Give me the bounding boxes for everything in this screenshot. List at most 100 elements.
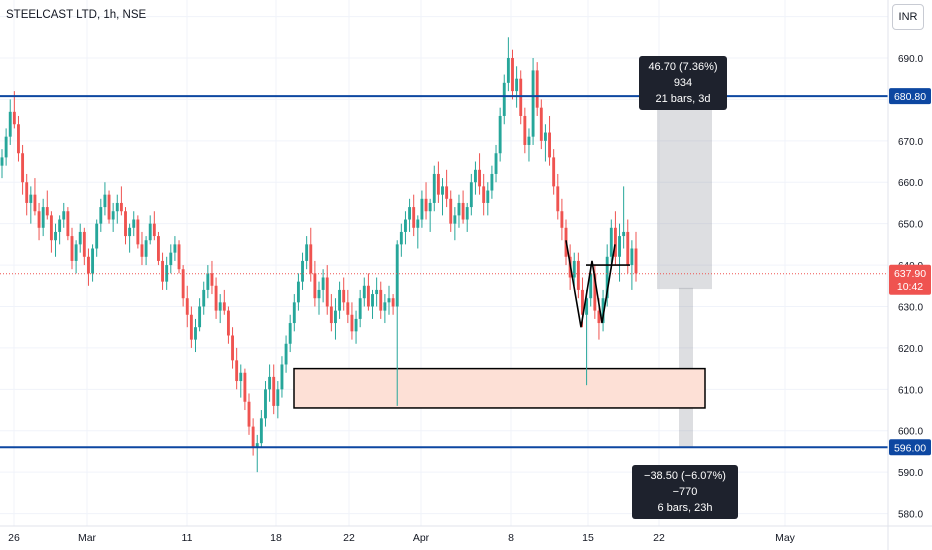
measure-up-tooltip: 46.70 (7.36%) 934 21 bars, 3d bbox=[639, 56, 727, 110]
candle-body bbox=[210, 273, 214, 286]
candle-body bbox=[585, 298, 589, 315]
candle-body bbox=[33, 194, 37, 212]
candle-body bbox=[408, 207, 412, 220]
candle-body bbox=[91, 248, 95, 274]
w-pattern-drawing[interactable] bbox=[565, 240, 630, 328]
candle-body bbox=[342, 289, 346, 303]
x-tick-label: 26 bbox=[8, 532, 20, 544]
candle-body bbox=[556, 186, 560, 212]
x-tick-label: 18 bbox=[270, 532, 282, 544]
candle-body bbox=[519, 78, 523, 116]
candle-body bbox=[107, 194, 111, 220]
candle-body bbox=[58, 219, 62, 232]
candle-body bbox=[181, 269, 185, 299]
currency-button[interactable]: INR bbox=[892, 4, 924, 30]
candle-body bbox=[95, 223, 99, 249]
candle-body bbox=[511, 57, 514, 92]
candle-body bbox=[296, 281, 300, 303]
candle-body bbox=[103, 194, 107, 208]
candle-body bbox=[593, 273, 597, 311]
y-tick-label: 610.0 bbox=[898, 385, 923, 396]
candle-body bbox=[148, 223, 152, 241]
candle-body bbox=[482, 186, 486, 203]
candle-body bbox=[395, 244, 399, 307]
candle-body bbox=[543, 132, 547, 141]
candle-body bbox=[329, 306, 333, 324]
candle-body bbox=[49, 215, 53, 241]
measure-down-box[interactable] bbox=[679, 287, 693, 448]
candle-body bbox=[0, 157, 4, 166]
candle-body bbox=[226, 310, 230, 336]
candle-body bbox=[474, 169, 477, 183]
candle-body bbox=[255, 443, 259, 448]
candle-body bbox=[37, 211, 41, 228]
candle-body bbox=[4, 136, 8, 158]
candle-body bbox=[280, 364, 284, 390]
demand-zone-rectangle[interactable] bbox=[293, 367, 706, 409]
candle-body bbox=[613, 227, 617, 257]
candle-body bbox=[189, 314, 193, 340]
measure-down-tooltip: −38.50 (−6.07%) −770 6 bars, 23h bbox=[632, 465, 738, 519]
candle-body bbox=[325, 277, 329, 307]
candle-body bbox=[198, 306, 202, 328]
candle-body bbox=[539, 107, 543, 141]
candle-body bbox=[626, 231, 630, 266]
candle-body bbox=[449, 198, 453, 224]
candle-body bbox=[581, 289, 584, 315]
candle-body bbox=[239, 372, 243, 382]
y-tick-label: 600.0 bbox=[898, 427, 923, 438]
measure-down-line2: 6 bars, 23h bbox=[657, 502, 713, 514]
measure-up-box[interactable] bbox=[657, 96, 712, 290]
candle-body bbox=[622, 231, 626, 237]
candle-body bbox=[259, 418, 263, 444]
candle-body bbox=[416, 219, 420, 228]
candle-body bbox=[523, 115, 527, 145]
candle-body bbox=[78, 231, 82, 245]
candle-body bbox=[498, 115, 502, 154]
candle-body bbox=[428, 202, 432, 212]
candle-body bbox=[206, 273, 210, 290]
candle-body bbox=[8, 111, 12, 137]
candle-body bbox=[387, 298, 391, 303]
candle-body bbox=[412, 207, 416, 228]
candle-body bbox=[264, 389, 267, 419]
candle-body bbox=[140, 244, 144, 257]
candle-body bbox=[82, 231, 86, 257]
level-lines bbox=[0, 95, 888, 449]
w-pattern-line bbox=[565, 240, 616, 328]
candle-body bbox=[399, 231, 403, 245]
candle-body bbox=[453, 215, 457, 224]
candle-body bbox=[506, 57, 510, 83]
candle-body bbox=[177, 244, 181, 270]
candle-body bbox=[350, 314, 354, 332]
candle-body bbox=[404, 219, 407, 232]
candle-body bbox=[202, 289, 206, 307]
measure-down-line1: −38.50 (−6.07%) −770 bbox=[644, 470, 726, 498]
candle-body bbox=[576, 260, 580, 290]
candle-body bbox=[572, 260, 576, 278]
candle-body bbox=[161, 260, 164, 282]
price-labels: 680.80 596.00 637.90 10:42 bbox=[889, 88, 931, 456]
candle-body bbox=[251, 426, 255, 448]
countdown-label: 10:42 bbox=[897, 281, 923, 293]
candle-body bbox=[268, 376, 272, 390]
candle-body bbox=[214, 285, 218, 311]
x-tick-label: 11 bbox=[182, 532, 193, 544]
candle-body bbox=[62, 211, 66, 220]
candle-body bbox=[465, 207, 469, 220]
x-tick-label: May bbox=[775, 532, 796, 544]
candle-body bbox=[301, 260, 304, 282]
candle-body bbox=[436, 173, 440, 195]
candle-body bbox=[502, 82, 506, 116]
y-tick-label: 690.0 bbox=[898, 54, 923, 65]
drawings-layer bbox=[293, 96, 712, 448]
chart-grid bbox=[0, 0, 888, 526]
candle-body bbox=[288, 323, 292, 344]
y-tick-label: 660.0 bbox=[898, 178, 923, 189]
candle-body bbox=[391, 298, 395, 307]
y-tick-label: 620.0 bbox=[898, 344, 923, 355]
candle-body bbox=[461, 202, 465, 220]
candle-body bbox=[527, 136, 531, 145]
